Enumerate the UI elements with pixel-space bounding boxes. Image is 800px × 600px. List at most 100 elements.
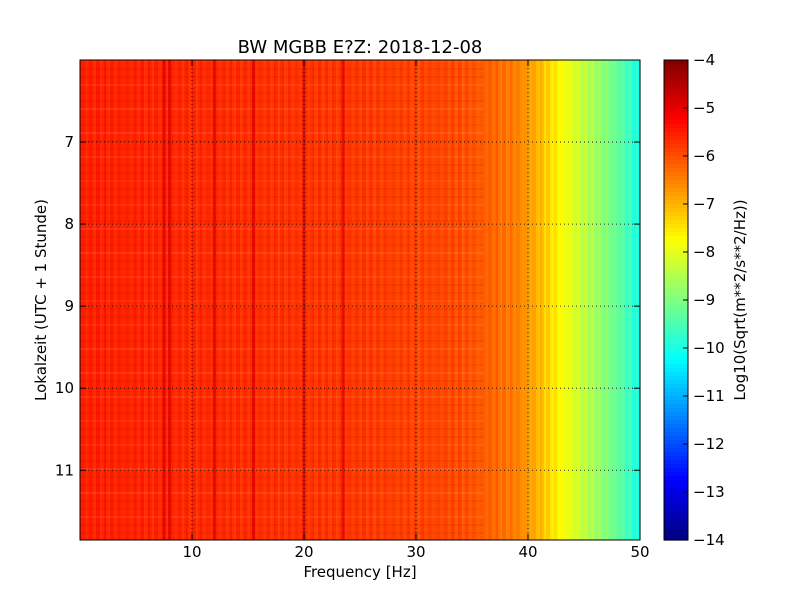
colorbar-segment	[664, 84, 688, 89]
heatmap-column	[430, 60, 433, 540]
heatmap-column	[262, 60, 265, 540]
heatmap-time-band	[80, 300, 484, 302]
heatmap-column	[402, 60, 405, 540]
heatmap-time-band	[80, 500, 484, 502]
colorbar-segment	[664, 484, 688, 489]
colorbar-segment	[664, 460, 688, 465]
colorbar-segment	[664, 440, 688, 445]
heatmap-time-band	[80, 460, 484, 462]
heatmap-time-band	[80, 220, 484, 222]
colorbar-segment	[664, 324, 688, 329]
x-tick-label: 10	[182, 543, 201, 561]
heatmap-column	[496, 60, 499, 540]
heatmap-column	[534, 60, 537, 540]
heatmap-column	[156, 60, 159, 540]
heatmap-column	[626, 60, 629, 540]
heatmap-column	[598, 60, 601, 540]
heatmap-column	[350, 60, 353, 540]
heatmap-column	[506, 60, 509, 540]
heatmap-column	[556, 60, 559, 540]
heatmap-column	[118, 60, 121, 540]
heatmap-column	[190, 60, 193, 540]
heatmap-column	[264, 60, 267, 540]
colorbar-segment	[664, 400, 688, 405]
heatmap-column	[422, 60, 425, 540]
colorbar-segment	[664, 220, 688, 225]
heatmap-time-band	[80, 444, 484, 446]
heatmap-column	[572, 60, 575, 540]
heatmap-column	[608, 60, 611, 540]
heatmap-column	[374, 60, 377, 540]
heatmap-column	[232, 60, 235, 540]
y-tick-label: 9	[64, 297, 74, 315]
heatmap-time-band	[80, 108, 484, 110]
colorbar-segment	[664, 192, 688, 197]
heatmap-column	[358, 60, 361, 540]
colorbar-segment	[664, 304, 688, 309]
colorbar-segment	[664, 104, 688, 109]
heatmap-column	[238, 60, 241, 540]
heatmap-time-band	[80, 140, 484, 142]
heatmap-column	[426, 60, 429, 540]
heatmap-time-band	[80, 476, 484, 478]
heatmap-column	[88, 60, 91, 540]
y-axis-label: Lokalzeit (UTC + 1 Stunde)	[32, 199, 50, 401]
colorbar-segment	[664, 284, 688, 289]
colorbar-segment	[664, 60, 688, 65]
colorbar-segment	[664, 180, 688, 185]
colorbar-segment	[664, 248, 688, 253]
heatmap-column	[120, 60, 123, 540]
heatmap-column	[560, 60, 563, 540]
spectral-line	[212, 60, 216, 540]
heatmap-column	[220, 60, 223, 540]
heatmap-column	[522, 60, 525, 540]
colorbar-segment	[664, 228, 688, 233]
heatmap-column	[488, 60, 491, 540]
heatmap-column	[500, 60, 503, 540]
heatmap-column	[468, 60, 471, 540]
colorbar-segment	[664, 496, 688, 501]
colorbar-segment	[664, 176, 688, 181]
heatmap-time-band	[80, 204, 484, 206]
heatmap-column	[184, 60, 187, 540]
colorbar-segment	[664, 88, 688, 93]
heatmap-column	[566, 60, 569, 540]
heatmap-column	[512, 60, 515, 540]
heatmap-column	[102, 60, 105, 540]
heatmap-column	[150, 60, 153, 540]
heatmap-time-band	[80, 196, 484, 198]
heatmap-column	[498, 60, 501, 540]
heatmap-time-band	[80, 364, 484, 366]
heatmap-column	[174, 60, 177, 540]
heatmap-time-band	[80, 436, 484, 438]
heatmap-time-band	[80, 276, 484, 278]
heatmap-column	[296, 60, 299, 540]
heatmap-column	[570, 60, 573, 540]
colorbar-segment	[664, 132, 688, 137]
colorbar-label: Log10(Sqrt(m**2/s**2/Hz))	[731, 199, 749, 400]
heatmap-time-band	[80, 68, 484, 70]
heatmap-column	[540, 60, 543, 540]
heatmap-column	[334, 60, 337, 540]
heatmap-column	[248, 60, 251, 540]
colorbar-segment	[664, 216, 688, 221]
heatmap-column	[444, 60, 447, 540]
heatmap-column	[418, 60, 421, 540]
heatmap-column	[204, 60, 207, 540]
heatmap-column	[308, 60, 311, 540]
heatmap-column	[406, 60, 409, 540]
heatmap-column	[100, 60, 103, 540]
colorbar-segment	[664, 116, 688, 121]
heatmap-column	[228, 60, 231, 540]
colorbar-segment	[664, 212, 688, 217]
colorbar-segment	[664, 204, 688, 209]
heatmap-time-band	[80, 524, 484, 526]
heatmap-time-band	[80, 244, 484, 246]
heatmap-column	[520, 60, 523, 540]
heatmap-column	[320, 60, 323, 540]
heatmap-column	[404, 60, 407, 540]
heatmap-column	[454, 60, 457, 540]
heatmap-column	[442, 60, 445, 540]
heatmap-time-band	[80, 76, 484, 78]
heatmap-time-band	[80, 268, 484, 270]
